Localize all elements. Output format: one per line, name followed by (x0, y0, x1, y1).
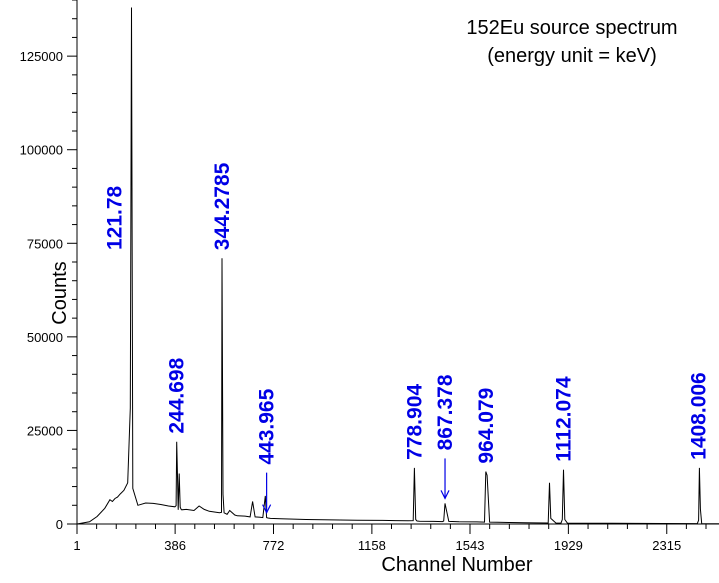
chart-title: 152Eu source spectrum (466, 17, 677, 39)
peak-energy-label: 244.698 (166, 357, 189, 433)
x-tick-label: 1158 (358, 538, 386, 553)
peak-energy-label: 121.78 (104, 185, 127, 250)
x-tick-label: 386 (164, 538, 186, 553)
y-tick-label: 0 (56, 517, 63, 532)
spectrum-series-line (76, 7, 719, 525)
y-tick-label: 100000 (20, 143, 63, 158)
chart-axes: 1 386 772 1158 1543 1929 2315 0 25000 50000 75000 1… (20, 0, 719, 553)
peak-arrow-head (440, 490, 450, 500)
x-tick-label: 1 (73, 538, 80, 553)
x-tick-label: 1543 (456, 538, 485, 553)
x-axis-label: Channel Number (381, 554, 533, 576)
peak-arrow-head (262, 504, 272, 514)
peak-energy-label: 1112.074 (553, 376, 576, 462)
peak-energy-label: 1408.006 (688, 372, 711, 460)
chart-subtitle: (energy unit = keV) (487, 45, 657, 67)
x-tick-label: 1929 (554, 538, 583, 553)
peak-energy-label: 344.2785 (211, 162, 234, 250)
peak-energy-label: 867.378 (434, 374, 457, 450)
y-axis-label: Counts (49, 261, 71, 324)
x-tick-label: 772 (263, 538, 285, 553)
peak-energy-label: 443.965 (256, 388, 279, 464)
y-tick-label: 125000 (20, 49, 63, 64)
x-tick-label: 2315 (652, 538, 681, 553)
peak-energy-label: 778.904 (403, 384, 426, 460)
y-tick-label: 50000 (27, 330, 63, 345)
peak-energy-label: 964.079 (475, 388, 498, 464)
y-tick-label: 25000 (27, 423, 63, 438)
peak-labels: 121.78 244.698 344.2785 443.965 778.904 867.3… (104, 162, 711, 514)
y-tick-label: 75000 (27, 236, 63, 251)
